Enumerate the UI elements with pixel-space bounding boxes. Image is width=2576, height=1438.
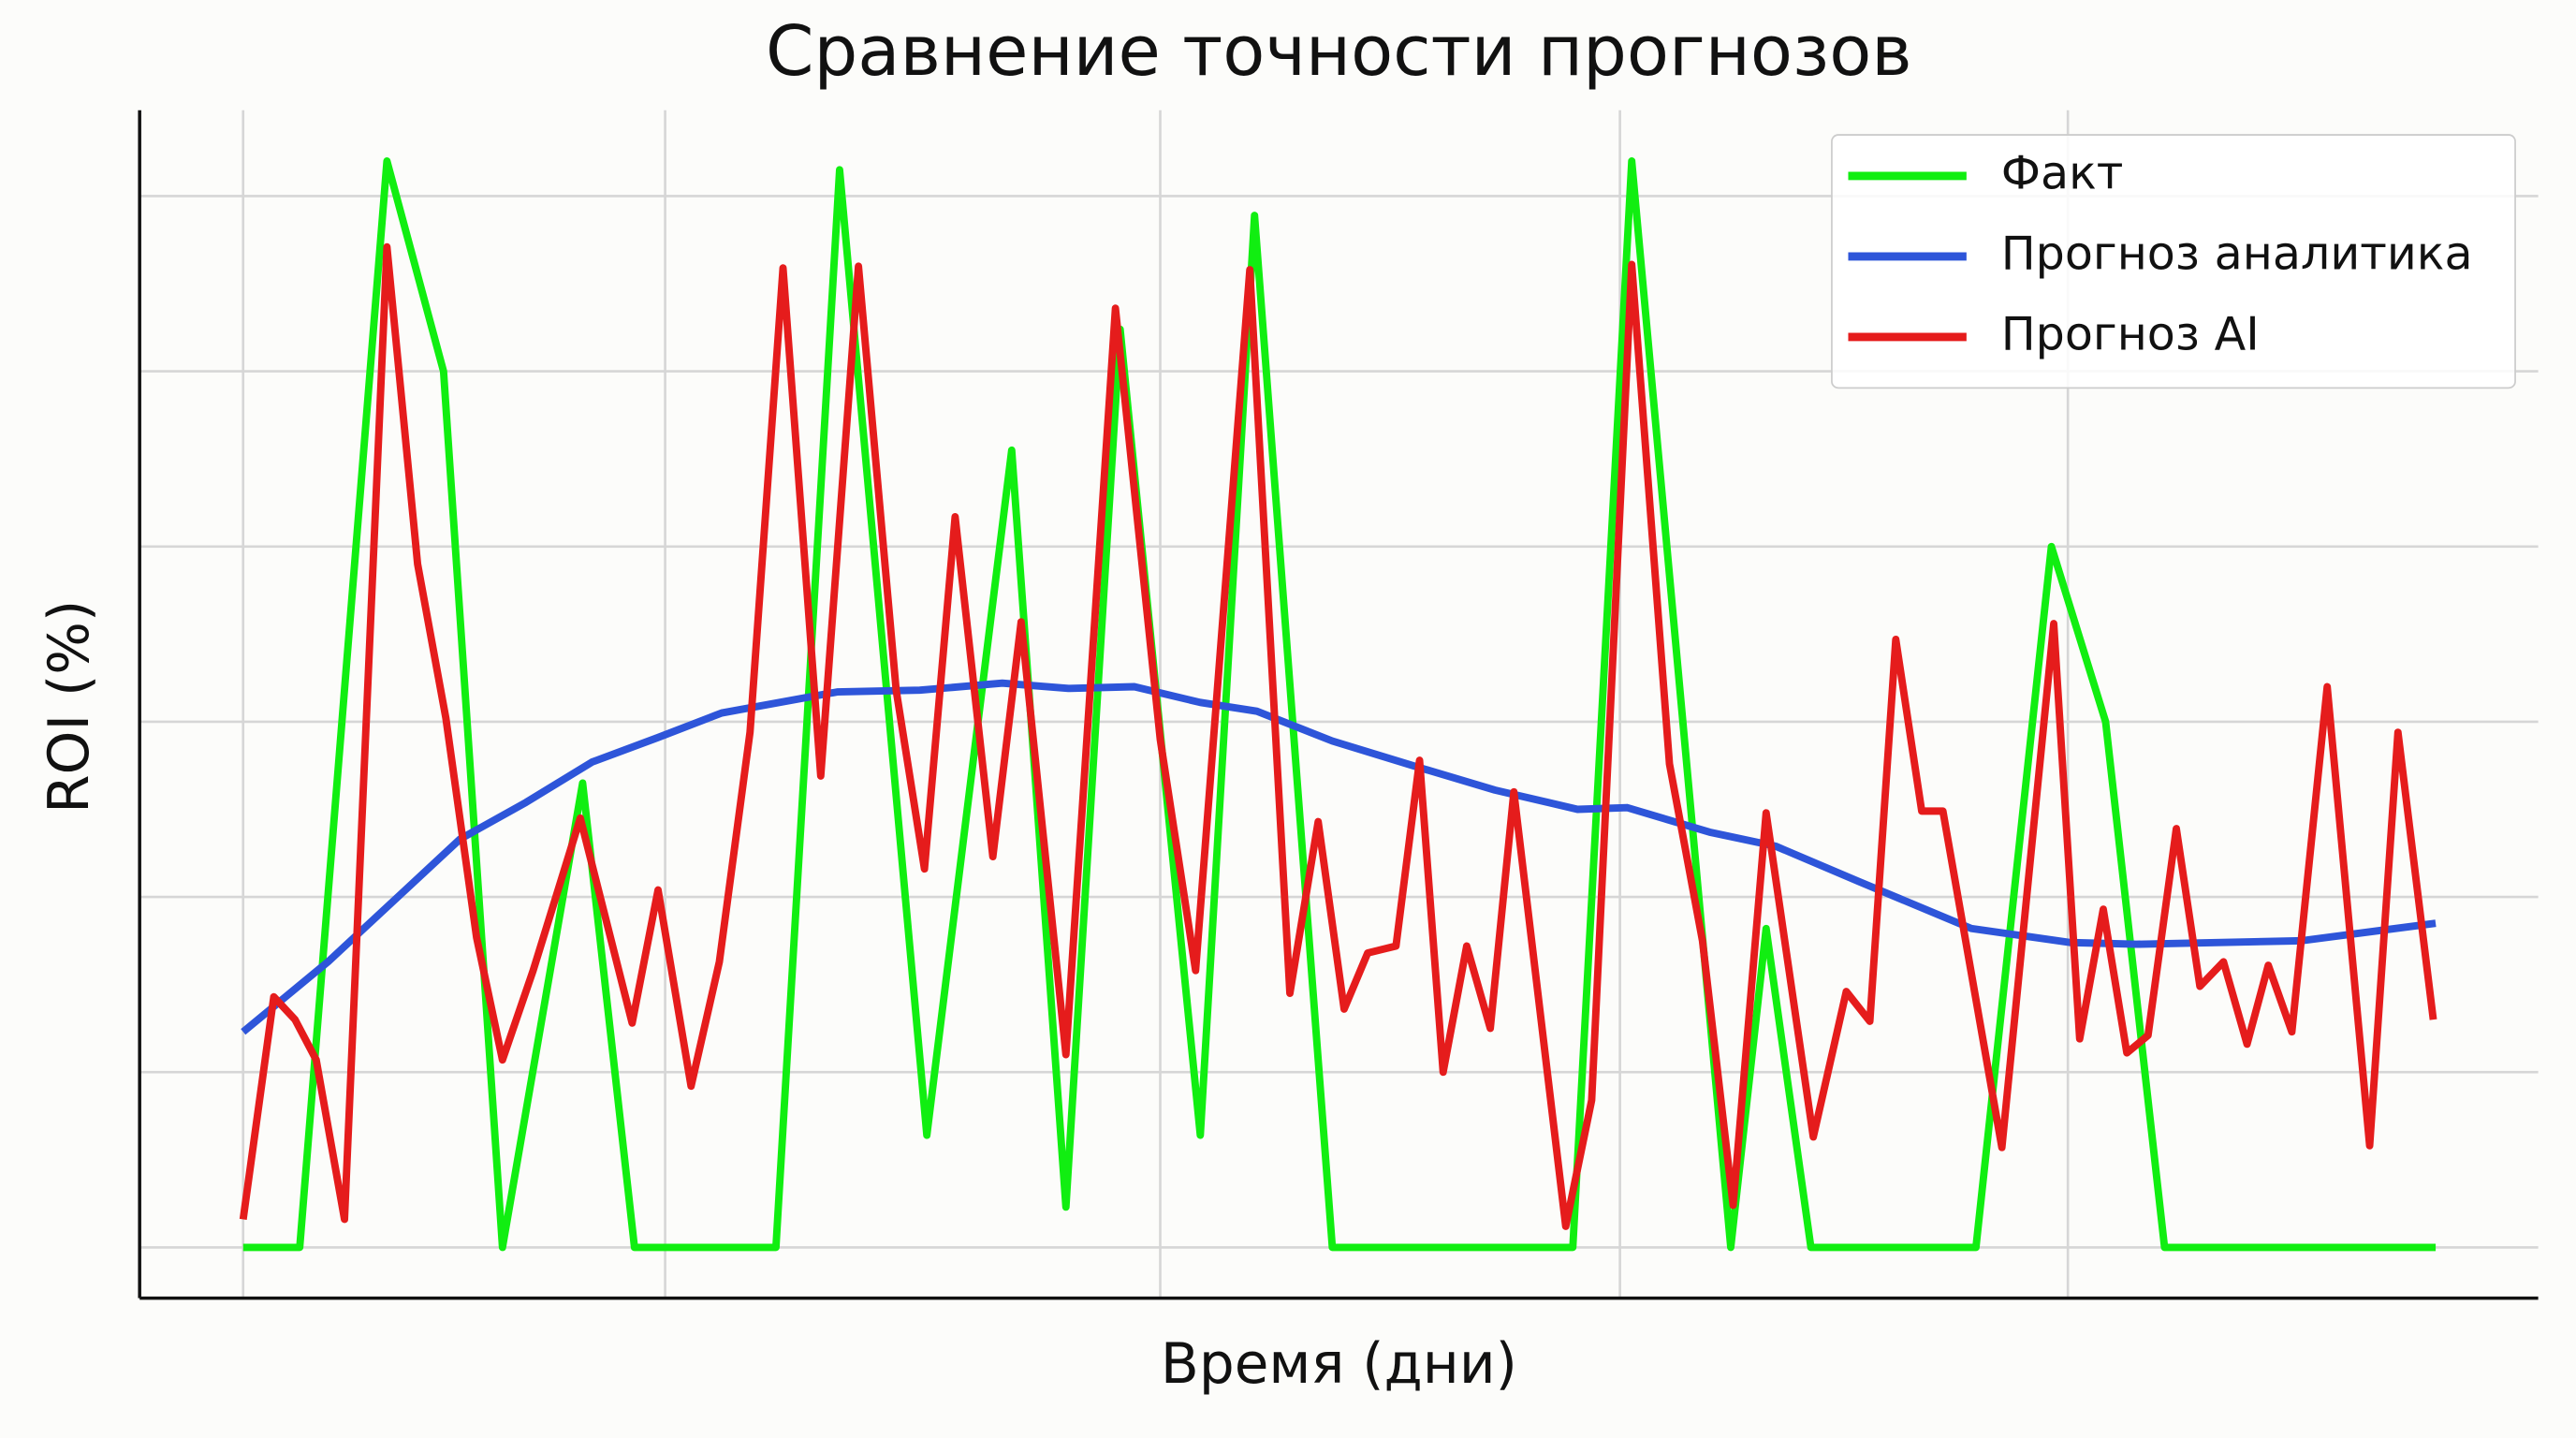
legend-label: Факт [2001, 145, 2124, 199]
data-line [241, 679, 2437, 1035]
legend-label: Прогноз AI [2001, 306, 2260, 360]
legend-label: Прогноз аналитика [2001, 226, 2473, 280]
plot-area [239, 157, 2437, 1252]
x-axis-label: Время (дни) [1161, 1332, 1517, 1397]
y-axis-label: ROI (%) [37, 600, 102, 814]
legend: Факт Прогноз аналитика Прогноз AI [1831, 134, 2516, 389]
data-line [239, 242, 2437, 1230]
chart-title: Сравнение точности прогнозов [766, 12, 1912, 92]
legend-box [1831, 134, 2516, 389]
